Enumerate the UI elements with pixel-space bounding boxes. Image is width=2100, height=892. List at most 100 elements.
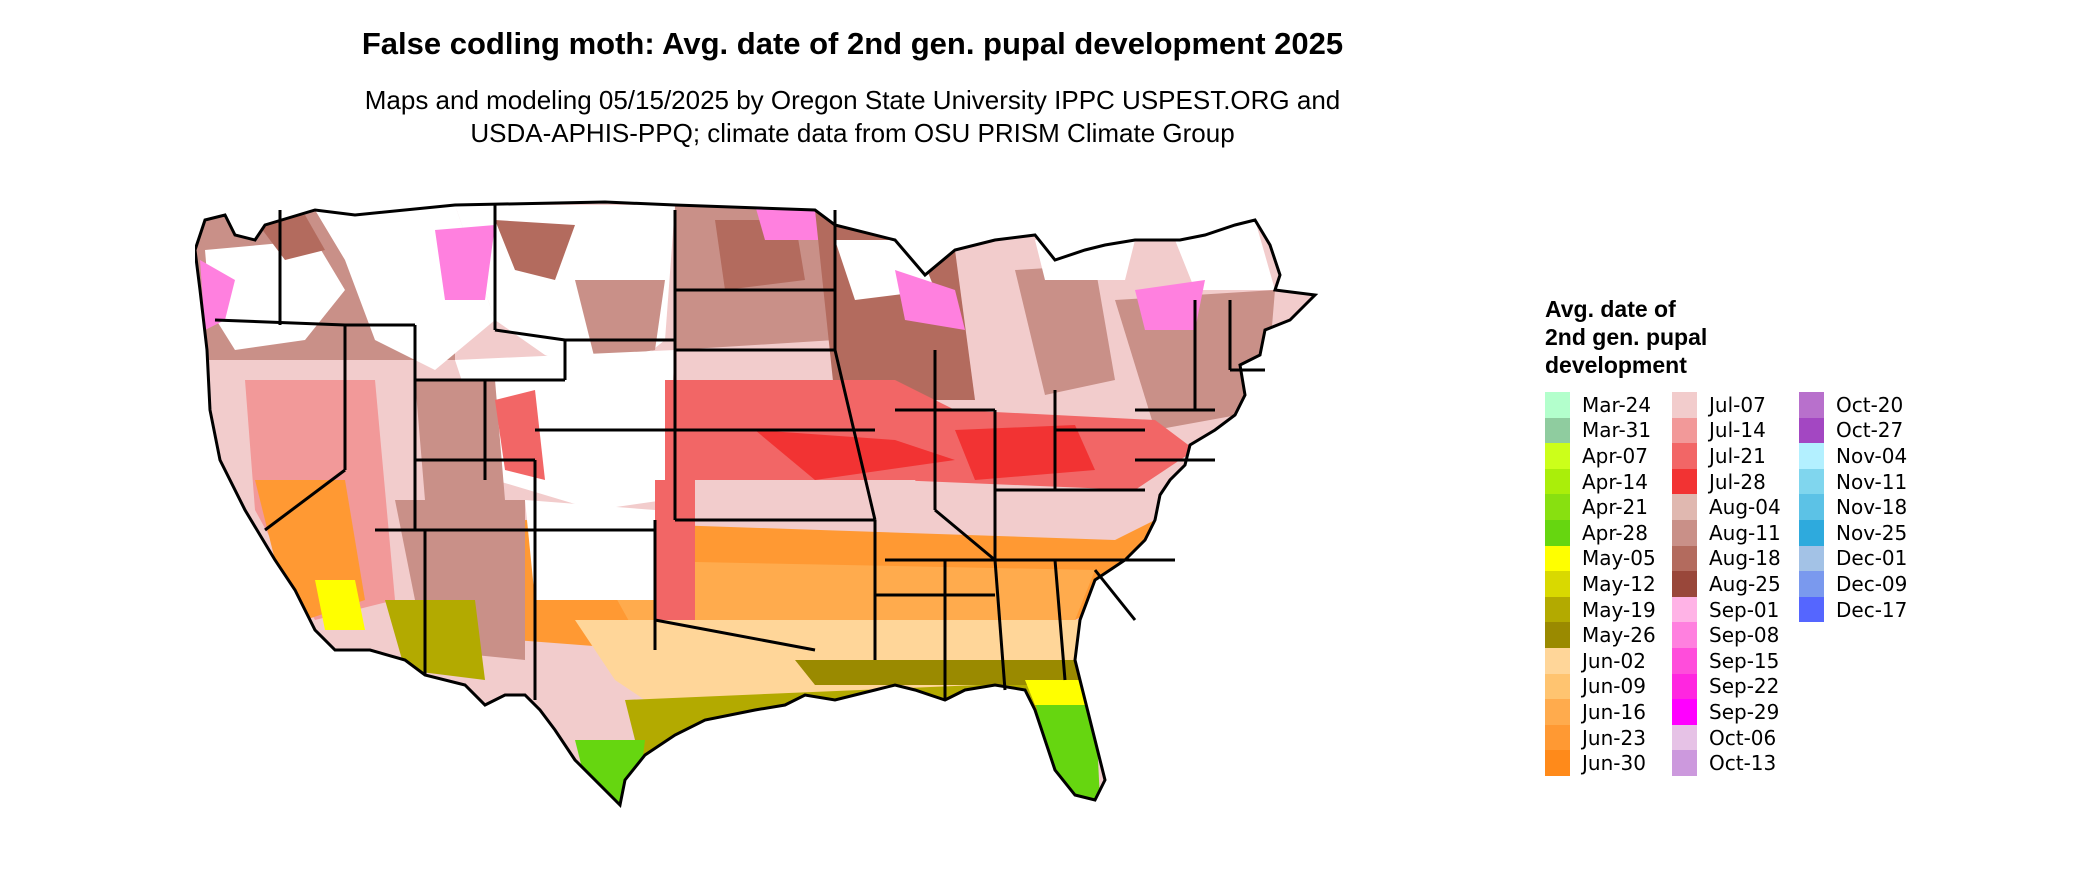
legend-item: Aug-11 — [1672, 519, 1799, 546]
legend-label: Aug-18 — [1709, 546, 1781, 571]
legend-label: Jun-16 — [1582, 699, 1646, 724]
legend-swatch — [1545, 571, 1570, 597]
legend-item: Aug-04 — [1672, 494, 1799, 520]
legend-item: Dec-01 — [1799, 545, 1926, 572]
legend-label: Nov-11 — [1836, 469, 1908, 494]
legend-swatch — [1672, 468, 1697, 495]
legend-swatch — [1672, 545, 1697, 572]
subtitle-line-2: USDA-APHIS-PPQ; climate data from OSU PR… — [470, 118, 1235, 148]
legend-swatch — [1545, 622, 1570, 648]
legend-swatch — [1799, 443, 1824, 469]
legend-label: Mar-24 — [1582, 392, 1652, 417]
legend-column: Jul-07 Jul-14 Jul-21 Jul-28 Aug-04 Aug-11 Aug-… — [1672, 392, 1799, 776]
map-legend: Avg. date of 2nd gen. pupal development … — [1545, 295, 1926, 776]
legend-label: May-12 — [1582, 571, 1656, 596]
legend-label: May-19 — [1582, 597, 1656, 622]
legend-label: Nov-18 — [1836, 495, 1908, 520]
legend-swatch — [1545, 545, 1570, 572]
legend-swatch — [1799, 494, 1824, 520]
legend-label: Apr-07 — [1582, 443, 1648, 468]
legend-swatch — [1799, 417, 1824, 444]
development-date-zones — [195, 202, 1315, 805]
legend-label: Jul-28 — [1709, 469, 1766, 494]
legend-item: Nov-18 — [1799, 494, 1926, 520]
legend-swatch — [1672, 519, 1697, 546]
legend-label: Mar-31 — [1582, 418, 1652, 443]
legend-swatch — [1672, 443, 1697, 469]
legend-swatch — [1672, 596, 1697, 623]
legend-label: Apr-28 — [1582, 520, 1648, 545]
legend-label: Sep-22 — [1709, 674, 1780, 699]
legend-label: Aug-25 — [1709, 571, 1781, 596]
legend-label: Oct-20 — [1836, 392, 1904, 417]
legend-title-line: development — [1545, 352, 1687, 378]
map-subtitle: Maps and modeling 05/15/2025 by Oregon S… — [0, 84, 1705, 150]
legend-item: Jul-14 — [1672, 417, 1799, 444]
legend-label: Sep-01 — [1709, 597, 1780, 622]
legend-label: Nov-25 — [1836, 520, 1908, 545]
legend-swatch — [1799, 519, 1824, 546]
legend-label: Apr-21 — [1582, 495, 1648, 520]
legend-label: Dec-09 — [1836, 571, 1908, 596]
legend-item: Oct-20 — [1799, 392, 1926, 418]
legend-label: Jul-21 — [1709, 443, 1766, 468]
legend-swatch — [1545, 519, 1570, 546]
legend-title: Avg. date of 2nd gen. pupal development — [1545, 295, 1926, 379]
legend-label: Jul-14 — [1709, 418, 1766, 443]
legend-label: Jun-02 — [1582, 648, 1646, 673]
legend-item: Apr-07 — [1545, 443, 1672, 469]
legend-swatch — [1545, 468, 1570, 495]
legend-swatch — [1545, 443, 1570, 469]
legend-label: Sep-15 — [1709, 648, 1780, 673]
legend-swatch — [1672, 724, 1697, 751]
legend-item: Oct-06 — [1672, 724, 1799, 751]
legend-swatch — [1545, 596, 1570, 623]
subtitle-line-1: Maps and modeling 05/15/2025 by Oregon S… — [364, 85, 1341, 115]
legend-item: Jun-16 — [1545, 699, 1672, 725]
legend-swatch — [1799, 392, 1824, 418]
legend-label: Sep-29 — [1709, 699, 1780, 724]
legend-swatch — [1672, 647, 1697, 674]
legend-swatch — [1545, 392, 1570, 418]
legend-item: Sep-29 — [1672, 699, 1799, 725]
legend-item: Nov-04 — [1799, 443, 1926, 469]
legend-item: Nov-25 — [1799, 519, 1926, 546]
legend-item: Jun-02 — [1545, 647, 1672, 674]
legend-label: Aug-04 — [1709, 495, 1781, 520]
legend-swatch — [1799, 545, 1824, 572]
legend-item: Sep-01 — [1672, 596, 1799, 623]
legend-column: Oct-20 Oct-27 Nov-04 Nov-11 Nov-18 Nov-25 Dec-… — [1799, 392, 1926, 776]
legend-item: Jul-21 — [1672, 443, 1799, 469]
legend-label: Oct-13 — [1709, 751, 1777, 776]
legend-swatch — [1672, 571, 1697, 597]
legend-item: Oct-13 — [1672, 750, 1799, 776]
legend-item: Oct-27 — [1799, 417, 1926, 444]
legend-label: Jun-30 — [1582, 751, 1646, 776]
state-borders — [195, 200, 1317, 807]
map-title: False codling moth: Avg. date of 2nd gen… — [361, 26, 1344, 61]
legend-title-line: Avg. date of — [1545, 296, 1676, 322]
legend-swatch — [1545, 699, 1570, 725]
legend-label: May-05 — [1582, 546, 1656, 571]
legend-swatch — [1545, 673, 1570, 700]
us-map — [195, 180, 1525, 890]
legend-label: Apr-14 — [1582, 469, 1648, 494]
legend-item: Apr-28 — [1545, 519, 1672, 546]
legend-item: Jul-28 — [1672, 468, 1799, 495]
legend-item: Aug-18 — [1672, 545, 1799, 572]
legend-label: Aug-11 — [1709, 520, 1781, 545]
legend-item: Aug-25 — [1672, 571, 1799, 597]
legend-swatch — [1545, 417, 1570, 444]
legend-item: Nov-11 — [1799, 468, 1926, 495]
legend-label: Oct-27 — [1836, 418, 1904, 443]
us-map-svg — [195, 200, 1317, 807]
legend-item: Mar-24 — [1545, 392, 1672, 418]
legend-item: May-12 — [1545, 571, 1672, 597]
legend-label: Dec-17 — [1836, 597, 1908, 622]
legend-column: Mar-24 Mar-31 Apr-07 Apr-14 Apr-21 Apr-28 May-… — [1545, 392, 1672, 776]
legend-columns: Mar-24 Mar-31 Apr-07 Apr-14 Apr-21 Apr-28 May-… — [1545, 392, 1926, 776]
legend-swatch — [1672, 750, 1697, 776]
legend-swatch — [1545, 647, 1570, 674]
legend-item: May-05 — [1545, 545, 1672, 572]
legend-swatch — [1799, 468, 1824, 495]
